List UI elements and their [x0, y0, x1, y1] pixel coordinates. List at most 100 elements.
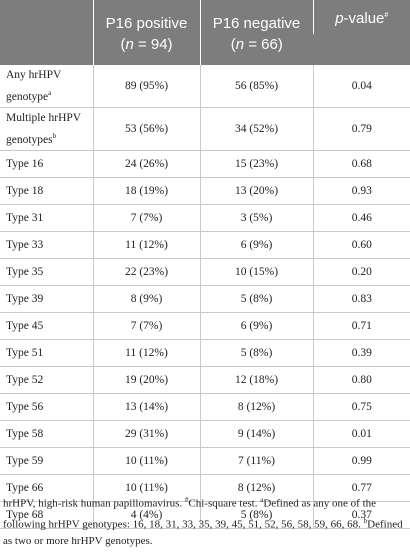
cell-negative: 34 (52%): [200, 107, 314, 151]
row-label: Multiple hrHPV genotypesb: [0, 107, 94, 151]
cell-p-value: 0.93: [313, 177, 410, 205]
cell-p-value: 0.39: [313, 339, 410, 367]
cell-negative: 6 (9%): [200, 231, 314, 259]
table-row: Type 45 7 (7%) 6 (9%) 0.71: [0, 312, 410, 340]
cell-positive: 10 (11%): [93, 447, 201, 475]
cell-negative: 6 (9%): [200, 312, 314, 340]
cell-positive: 11 (12%): [93, 231, 201, 259]
cell-p-value: 0.60: [313, 231, 410, 259]
table-row: Type 33 11 (12%) 6 (9%) 0.60: [0, 231, 410, 259]
row-label: Type 33: [0, 231, 94, 259]
n-neg-rest: = 66): [244, 36, 283, 53]
row-label: Type 66: [0, 474, 94, 502]
cell-negative: 15 (23%): [200, 150, 314, 178]
table-row: Type 18 18 (19%) 13 (20%) 0.93: [0, 177, 410, 205]
cell-positive: 24 (26%): [93, 150, 201, 178]
cell-p-value: 0.20: [313, 258, 410, 286]
cell-p-value: 0.04: [313, 65, 410, 108]
cell-p-value: 0.37: [313, 501, 410, 529]
table-row: Type 16 24 (26%) 15 (23%) 0.68: [0, 150, 410, 178]
cell-p-value: 0.83: [313, 285, 410, 313]
cell-negative: 5 (8%): [200, 501, 314, 529]
table-row: Type 31 7 (7%) 3 (5%) 0.46: [0, 204, 410, 232]
table-row: Type 58 29 (31%) 9 (14%) 0.01: [0, 420, 410, 448]
table-row: Type 66 10 (11%) 8 (12%) 0.77: [0, 474, 410, 502]
cell-positive: 7 (7%): [93, 312, 201, 340]
row-label: Type 16: [0, 150, 94, 178]
row-label-line1: Multiple hrHPV: [6, 112, 82, 125]
footnote-hash-sup: #: [184, 496, 189, 504]
cell-positive: 19 (20%): [93, 366, 201, 394]
cell-positive: 89 (95%): [93, 65, 201, 108]
header-p-sup: #: [384, 12, 389, 19]
header-p-letter: p: [335, 10, 344, 27]
cell-positive: 4 (4%): [93, 501, 201, 529]
table-row: Type 52 19 (20%) 12 (18%) 0.80: [0, 366, 410, 394]
header-p-rest: -value: [343, 10, 385, 27]
header-n-negative: (n = 66): [200, 34, 313, 65]
row-label: Type 31: [0, 204, 94, 232]
table-row: Type 68 4 (4%) 5 (8%) 0.37: [0, 501, 410, 529]
table-row: Type 35 22 (23%) 10 (15%) 0.20: [0, 258, 410, 286]
row-label: Type 45: [0, 312, 94, 340]
table-footnote: hrHPV, high-risk human papillomavirus. #…: [0, 492, 410, 550]
cell-p-value: 0.01: [313, 420, 410, 448]
header-blank-2: [0, 34, 94, 65]
row-label: Type 18: [0, 177, 94, 205]
row-label: Type 58: [0, 420, 94, 448]
row-label-line2: genotypes: [6, 133, 53, 146]
header-n-positive: (n = 94): [93, 34, 201, 65]
cell-positive: 8 (9%): [93, 285, 201, 313]
cell-p-value: 0.71: [313, 312, 410, 340]
cell-positive: 11 (12%): [93, 339, 201, 367]
table-row: Type 56 13 (14%) 8 (12%) 0.75: [0, 393, 410, 421]
cell-negative: 5 (8%): [200, 339, 314, 367]
cell-positive: 7 (7%): [93, 204, 201, 232]
hpv-genotype-table: P16 positive P16 negative p-value# (n = …: [0, 0, 410, 529]
cell-negative: 9 (14%): [200, 420, 314, 448]
header-p-value: p-value#: [313, 0, 410, 65]
cell-negative: 13 (20%): [200, 177, 314, 205]
n-neg-open: (: [230, 36, 236, 53]
table-row: Type 59 10 (11%) 7 (11%) 0.99: [0, 447, 410, 475]
header-blank: [0, 0, 94, 34]
cell-p-value: 0.80: [313, 366, 410, 394]
cell-positive: 10 (11%): [93, 474, 201, 502]
cell-p-value: 0.68: [313, 150, 410, 178]
row-label: Type 51: [0, 339, 94, 367]
cell-negative: 12 (18%): [200, 366, 314, 394]
table-row: Type 51 11 (12%) 5 (8%) 0.39: [0, 339, 410, 367]
cell-negative: 8 (12%): [200, 474, 314, 502]
cell-negative: 8 (12%): [200, 393, 314, 421]
row-label: Type 56: [0, 393, 94, 421]
cell-negative: 10 (15%): [200, 258, 314, 286]
row-label-line1: Any hrHPV: [6, 69, 62, 82]
table-row: Any hrHPV genotypea 89 (95%) 56 (85%) 0.0…: [0, 65, 410, 108]
cell-positive: 18 (19%): [93, 177, 201, 205]
row-label-sup: a: [48, 89, 52, 98]
cell-negative: 7 (11%): [200, 447, 314, 475]
row-label: Type 52: [0, 366, 94, 394]
cell-negative: 5 (8%): [200, 285, 314, 313]
row-label: Type 39: [0, 285, 94, 313]
row-label: Type 68: [0, 501, 94, 529]
n-pos-rest: = 94): [133, 36, 173, 53]
cell-p-value: 0.79: [313, 107, 410, 151]
cell-negative: 3 (5%): [200, 204, 314, 232]
footnote-a-text: Defined as any one of the following hrHP…: [3, 497, 377, 531]
cell-positive: 29 (31%): [93, 420, 201, 448]
footnote-a-sup: a: [260, 496, 264, 504]
n-neg-letter: n: [235, 36, 245, 53]
cell-p-value: 0.77: [313, 474, 410, 502]
cell-p-value: 0.75: [313, 393, 410, 421]
results-table-container: P16 positive P16 negative p-value# (n = …: [0, 0, 410, 529]
row-label: Any hrHPV genotypea: [0, 65, 94, 108]
table-row: Type 39 8 (9%) 5 (8%) 0.83: [0, 285, 410, 313]
row-label-sup: b: [52, 132, 57, 141]
cell-positive: 53 (56%): [93, 107, 201, 151]
footnote-b-text: Defined as two or more hrHPV genotypes.: [3, 518, 403, 548]
cell-p-value: 0.99: [313, 447, 410, 475]
row-label-line2: genotype: [6, 90, 49, 103]
cell-positive: 13 (14%): [93, 393, 201, 421]
footnote-abbrev: hrHPV, high-risk human papillomavirus.: [3, 497, 185, 510]
